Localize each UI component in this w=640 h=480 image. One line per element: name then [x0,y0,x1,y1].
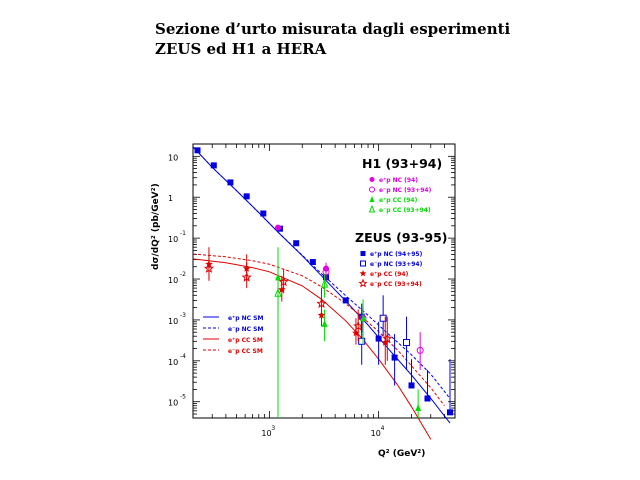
data-point-series-0 [391,354,398,361]
legend-entry-label: e⁺p NC (94+95) [370,251,423,258]
y-tick-label: 10 [168,153,178,162]
data-point-series-0 [210,162,217,169]
y-tick-label: 10 [168,399,178,408]
data-point-series-7 [382,333,393,343]
sm-curve-2 [192,258,432,440]
data-point-series-0 [260,210,267,217]
data-point-series-5 [320,278,329,288]
legend-marker [360,251,366,256]
y-tick-label: 10 [168,358,178,367]
legend-marker [360,260,366,267]
data-point-series-1 [358,337,366,345]
data-point-series-7 [278,276,289,287]
data-point-series-0 [309,259,316,266]
x-tick-label: 10 [261,429,271,438]
data-point-series-4 [321,319,328,327]
y-tick-label: 10 [168,276,178,285]
y-tick-exponent: -1 [180,230,186,237]
y-axis-label: dσ/dQ² (pb/GeV²) [151,183,161,270]
data-point-series-0 [243,193,250,200]
legend-entry-label: e⁺p CC (94) [379,197,418,204]
legend-marker [369,196,375,202]
data-point-series-5 [274,287,282,297]
x-tick-exponent: 3 [271,425,275,432]
data-point-series-2 [275,224,282,231]
line-legend-label: e⁻p NC SM [228,326,263,333]
line-legend-label: e⁺p NC SM [228,315,263,322]
legend-marker [369,186,375,193]
y-tick-label: 10 [168,317,178,326]
legend-marker [358,278,368,288]
data-point-series-7 [353,321,364,331]
data-point-series-3 [416,346,424,354]
x-axis-label: Q² (GeV²) [378,449,425,459]
legend-marker [369,177,375,182]
data-point-series-1 [403,339,411,347]
legend-entry-label: e⁻p CC (93+94) [370,281,422,288]
legend-group-title: ZEUS (93-95) [355,230,448,245]
data-point-series-7 [203,263,215,273]
data-point-series-3 [322,268,330,276]
x-tick-exponent: 4 [381,425,385,432]
y-tick-label: 10 [168,235,178,244]
data-point-series-0 [375,335,382,342]
sm-curve-1 [192,146,451,399]
legend-entry-label: e⁻p NC (93+94) [379,187,432,194]
legend-entry-label: e⁺p NC (94) [379,177,418,184]
y-tick-exponent: -2 [180,271,186,278]
x-tick-label: 10 [371,429,381,438]
data-point-series-4 [415,404,422,412]
data-point-series-0 [342,297,349,304]
data-point-series-6 [381,338,390,346]
legend-group-title: H1 (93+94) [362,156,442,171]
legend-entry-label: e⁺p CC (94) [370,271,409,278]
line-legend-label: e⁺p CC SM [228,337,263,344]
data-point-series-1 [379,314,387,322]
legend-entry-label: e⁻p NC (93+94) [370,261,423,268]
legend-entry-label: e⁻p CC (93+94) [379,207,431,214]
legend-marker [359,270,367,277]
y-tick-exponent: -4 [180,353,186,360]
data-point-series-0 [194,147,201,154]
legend-marker [368,204,376,213]
data-point-series-0 [293,240,300,247]
figure-title-line-1: Sezione d’urto misurata dagli esperiment… [155,20,511,38]
data-point-series-7 [241,271,252,282]
data-point-series-7 [316,298,327,308]
data-point-series-0 [408,382,415,389]
data-point-series-0 [424,395,431,402]
y-tick-exponent: -5 [180,394,186,401]
data-point-series-0 [227,179,234,186]
figure-title-line-2: ZEUS ed H1 a HERA [155,40,327,58]
data-point-series-4 [360,314,367,322]
data-point-series-0 [447,409,454,416]
y-tick-exponent: -3 [180,312,186,319]
y-tick-label: 1 [168,194,173,203]
line-legend-label: e⁻p CC SM [228,348,263,355]
